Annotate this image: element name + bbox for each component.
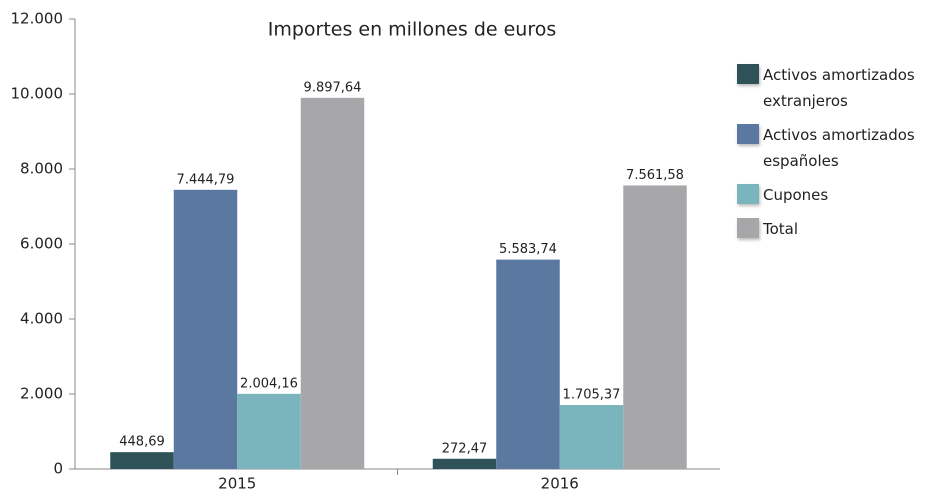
value-label: 448,69 (119, 435, 165, 450)
x-tick-label: 2015 (218, 475, 256, 492)
legend-swatch (737, 218, 759, 238)
value-label: 5.583,74 (499, 242, 557, 257)
legend-label: Activos amortizados extranjeros (763, 66, 915, 110)
legend-swatch (737, 124, 759, 144)
bar (496, 259, 560, 469)
y-tick-label: 8.000 (20, 160, 63, 178)
bar (300, 97, 365, 469)
legend-item: Activos amortizados españoles (737, 122, 937, 174)
bar (559, 405, 624, 469)
y-tick-label: 0 (53, 460, 63, 478)
legend-item: Total (737, 216, 937, 242)
y-tick-label: 6.000 (20, 235, 63, 253)
bar (110, 452, 174, 469)
legend-label: Cupones (763, 186, 829, 204)
y-tick-label: 10.000 (11, 85, 64, 103)
value-label: 9.897,64 (304, 80, 362, 95)
legend: Activos amortizados extranjeros Activos a… (737, 62, 937, 250)
legend-label: Total (763, 220, 799, 238)
value-label: 7.561,58 (626, 168, 684, 183)
chart-title: Importes en millones de euros (268, 19, 557, 41)
bar (432, 458, 497, 469)
value-label: 272,47 (442, 441, 488, 456)
y-tick-label: 2.000 (20, 385, 63, 403)
y-tick-label: 12.000 (11, 10, 64, 28)
value-label: 1.705,37 (563, 388, 621, 403)
legend-swatch (737, 184, 759, 204)
x-tick-label: 2016 (541, 475, 579, 492)
legend-item: Activos amortizados extranjeros (737, 62, 937, 114)
bar (173, 189, 238, 469)
bar (623, 185, 687, 470)
value-label: 2.004,16 (240, 376, 298, 391)
legend-item: Cupones (737, 182, 937, 208)
legend-label: Activos amortizados españoles (763, 126, 915, 170)
legend-swatch (737, 64, 759, 84)
value-label: 7.444,79 (177, 172, 235, 187)
y-tick-label: 4.000 (20, 310, 63, 328)
bar (237, 393, 301, 469)
